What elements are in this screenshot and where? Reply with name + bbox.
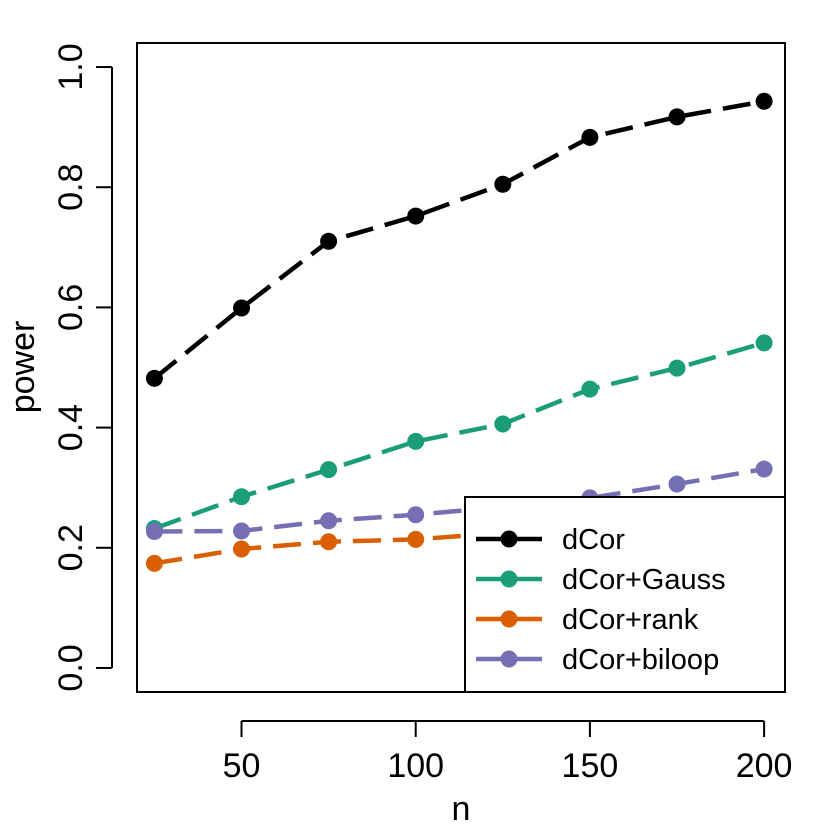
data-point <box>320 232 338 250</box>
series-dcor-gauss <box>145 334 773 538</box>
series-line <box>153 340 765 531</box>
data-point <box>755 334 773 352</box>
legend-marker <box>500 570 518 588</box>
y-tick-label: 0.6 <box>52 284 90 331</box>
legend-item: dCor <box>476 524 625 556</box>
data-point <box>407 530 425 548</box>
data-point <box>145 554 163 572</box>
data-point <box>320 533 338 551</box>
data-point <box>407 207 425 225</box>
data-point <box>494 415 512 433</box>
y-tick-label: 0.2 <box>52 524 90 571</box>
data-point <box>494 175 512 193</box>
y-axis-title: power <box>4 321 42 414</box>
data-point <box>581 380 599 398</box>
data-point <box>320 512 338 530</box>
legend: dCor dCor+Gauss dCor+rank dCor+biloop <box>464 496 786 693</box>
plot-frame <box>136 42 786 693</box>
legend-item: dCor+rank <box>476 604 699 636</box>
data-point <box>145 369 163 387</box>
data-point <box>668 359 686 377</box>
data-point <box>233 522 251 540</box>
legend-item: dCor+Gauss <box>476 564 726 596</box>
legend-item: dCor+biloop <box>476 644 719 676</box>
y-tick-label: 0.0 <box>52 644 90 691</box>
legend-label: dCor <box>562 524 625 556</box>
legend-label: dCor+Gauss <box>562 564 726 596</box>
x-tick-label: 50 <box>223 747 261 785</box>
x-tick-label: 200 <box>736 747 793 785</box>
legend-marker <box>500 650 518 668</box>
y-tick-label: 1.0 <box>52 43 90 90</box>
data-point <box>233 488 251 506</box>
legend-label: dCor+rank <box>562 604 699 636</box>
legend-marker <box>500 530 518 548</box>
x-axis-title: n <box>452 790 471 828</box>
data-point <box>755 460 773 478</box>
x-axis: 50 100 150 200 <box>223 720 793 785</box>
data-point <box>581 128 599 146</box>
y-tick-label: 0.4 <box>52 404 90 451</box>
series-line <box>153 99 765 381</box>
data-point <box>668 108 686 126</box>
x-tick-label: 150 <box>562 747 619 785</box>
data-point <box>320 461 338 479</box>
data-point <box>668 475 686 493</box>
legend-label: dCor+biloop <box>562 644 719 676</box>
data-point <box>233 540 251 558</box>
legend-marker <box>500 610 518 628</box>
x-tick-label: 100 <box>387 747 444 785</box>
data-point <box>233 299 251 317</box>
data-point <box>407 506 425 524</box>
data-point <box>407 432 425 450</box>
data-point <box>755 92 773 110</box>
series-dcor <box>145 92 773 387</box>
data-point <box>145 523 163 541</box>
series-line <box>154 509 765 566</box>
series-line <box>154 466 765 534</box>
y-axis: 0.0 0.2 0.4 0.6 0.8 1.0 <box>52 43 113 692</box>
y-tick-label: 0.8 <box>52 164 90 211</box>
